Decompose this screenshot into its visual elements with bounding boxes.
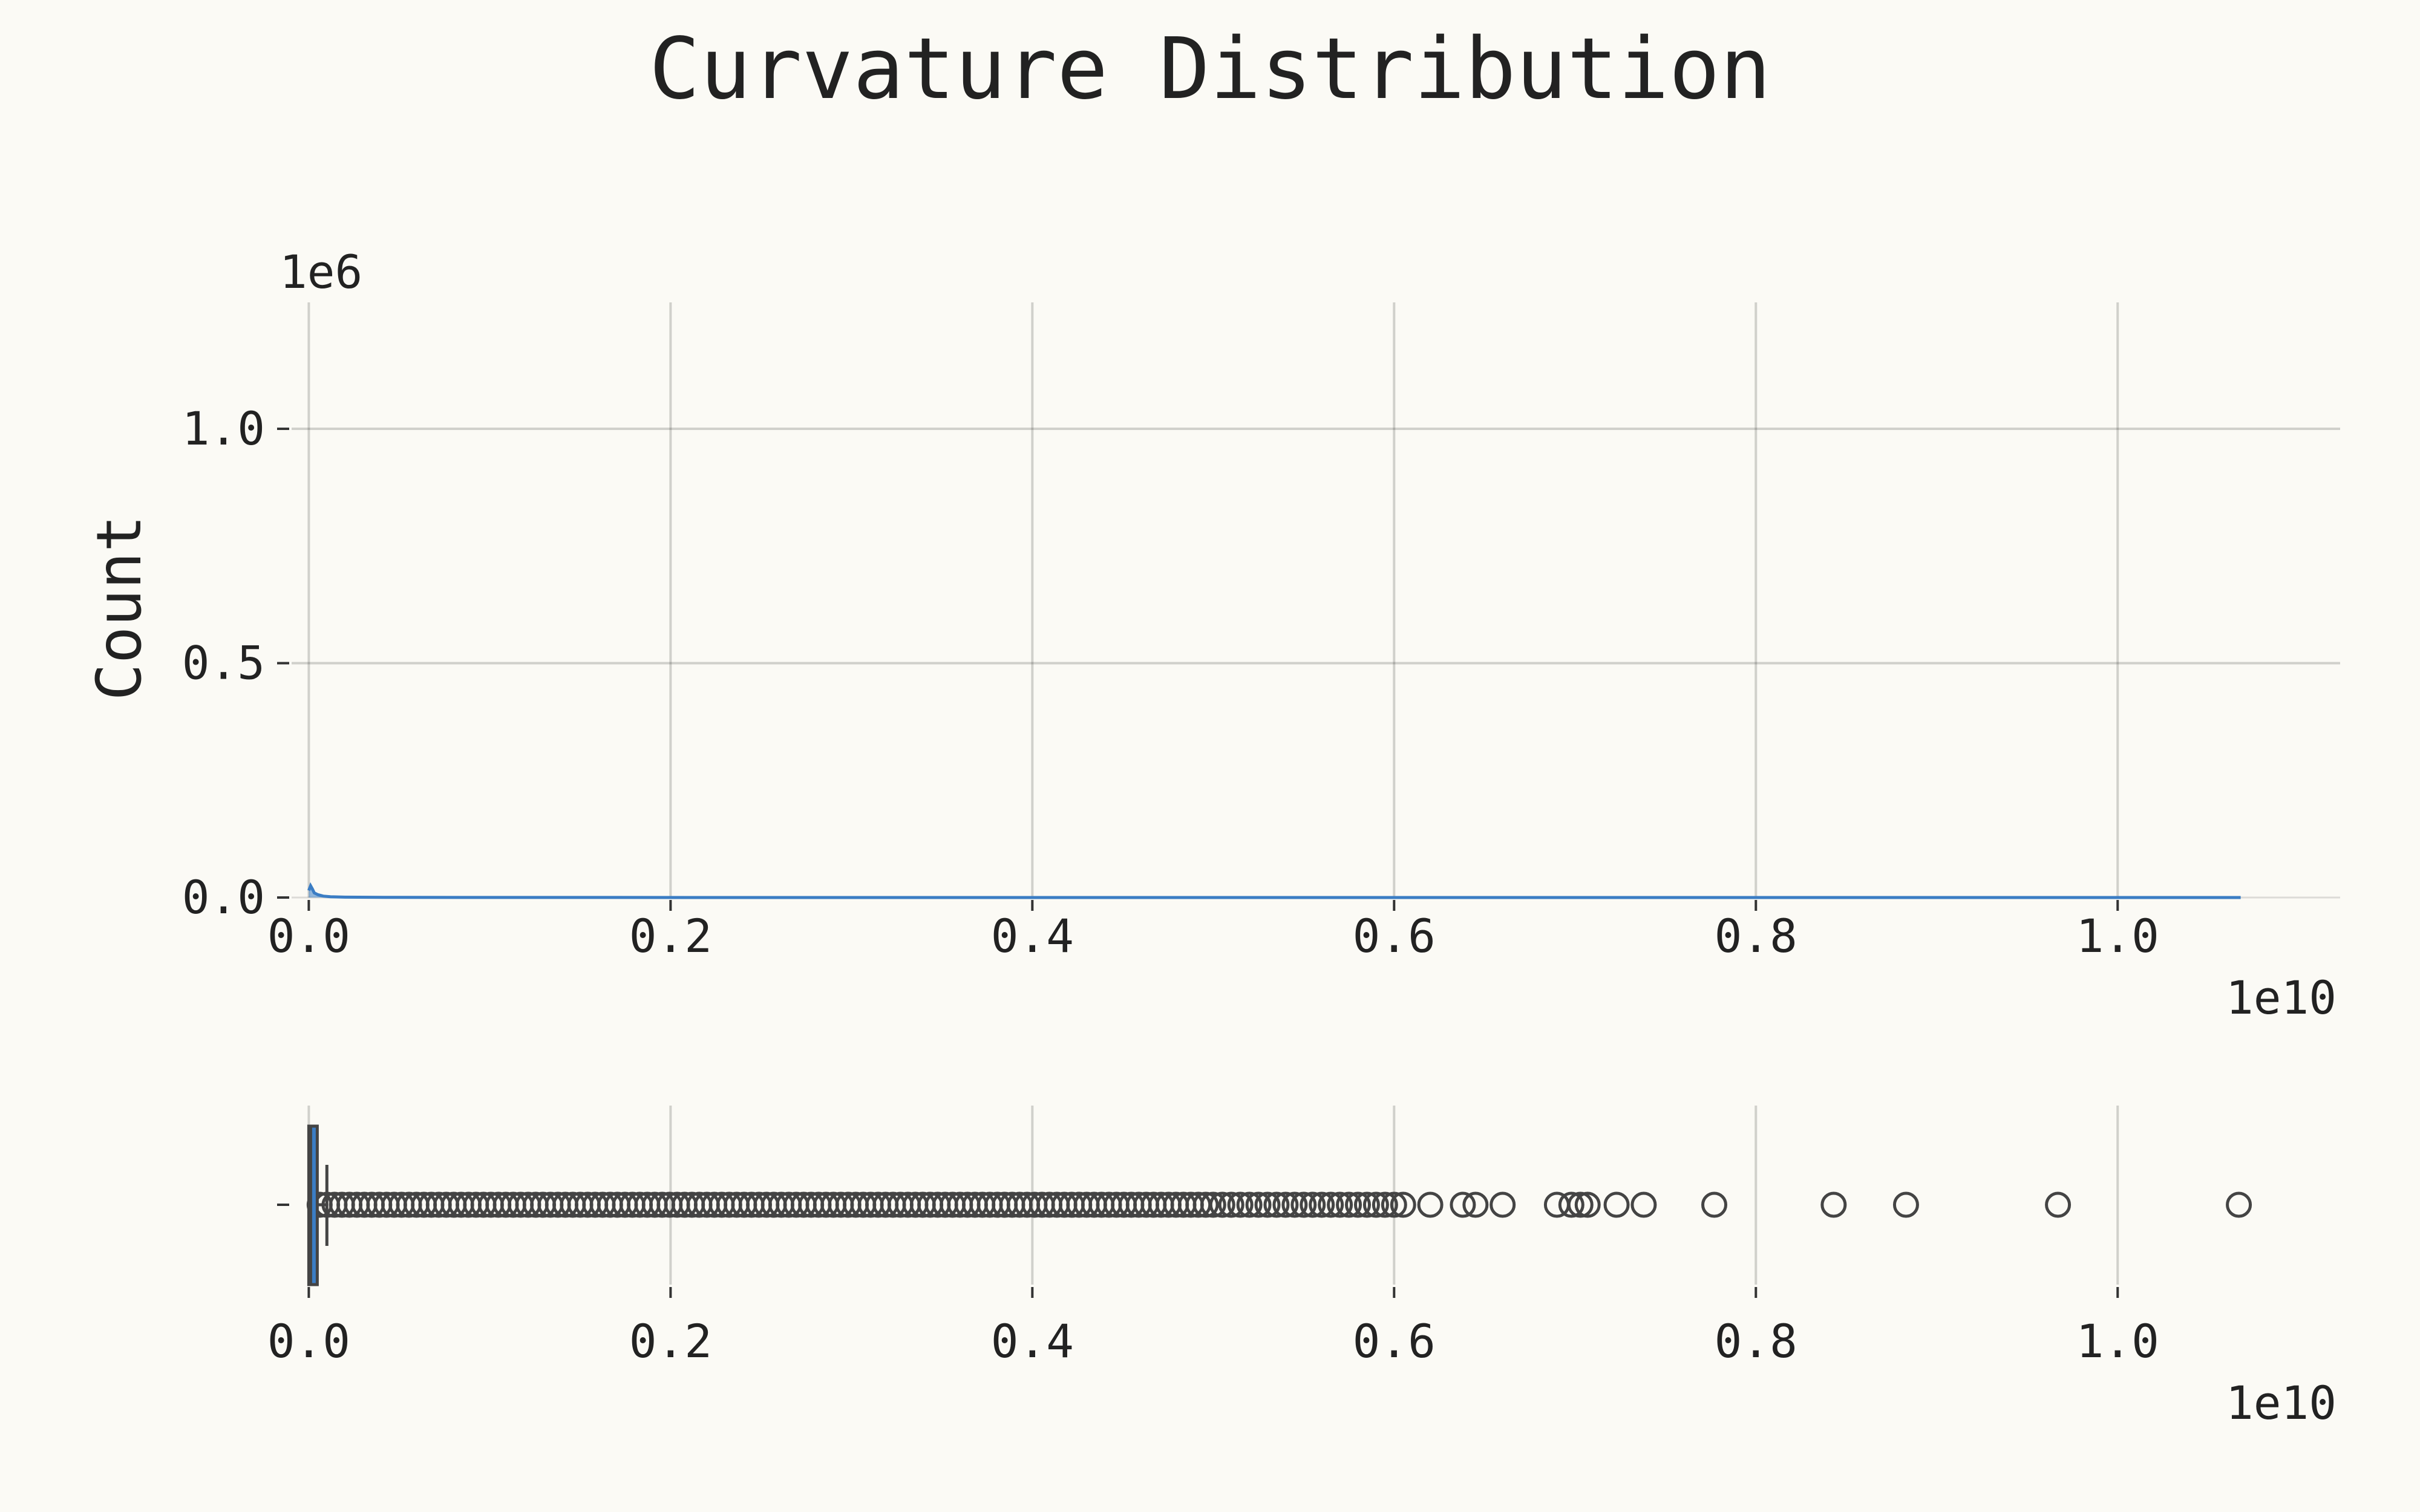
outlier-point xyxy=(1567,1191,1594,1218)
outlier-point xyxy=(1336,1191,1362,1218)
outlier-point xyxy=(1417,1191,1444,1218)
outlier-point xyxy=(1245,1191,1272,1218)
x-tick-label: 0.0 xyxy=(267,909,350,963)
outlier-point xyxy=(1603,1191,1630,1218)
x-tick-label: 0.2 xyxy=(629,909,712,963)
outlier-point xyxy=(1630,1191,1657,1218)
histogram-panel: 0.0 0.5 1.0 0.0 0.2 0.4 0.6 0.8 1.0 1e6 1e10 Co… xyxy=(83,245,2340,1025)
outlier-point xyxy=(1362,1191,1389,1218)
outlier-point xyxy=(1462,1191,1489,1218)
y-axis-label: Count xyxy=(83,515,155,700)
x-tick-label: 0.8 xyxy=(1715,1314,1797,1368)
x-tick-label: 0.8 xyxy=(1715,909,1797,963)
outlier-point xyxy=(1490,1191,1516,1218)
chart-title: Curvature Distribution xyxy=(649,20,1771,119)
y-tick-label: 0.0 xyxy=(182,870,265,924)
x-tick-label: 0.2 xyxy=(629,1314,712,1368)
outlier-point xyxy=(1209,1191,1235,1218)
x-tick-label: 1.0 xyxy=(2076,1314,2159,1368)
outlier-point xyxy=(1227,1191,1254,1218)
y-scale-label: 1e6 xyxy=(280,245,362,299)
outlier-points xyxy=(306,1191,2252,1218)
outlier-point xyxy=(1345,1191,1372,1218)
outlier-point xyxy=(1574,1191,1601,1218)
outlier-point xyxy=(1381,1191,1407,1218)
x-scale-label-top: 1e10 xyxy=(2226,971,2337,1025)
outlier-point xyxy=(1290,1191,1317,1218)
outlier-point xyxy=(1200,1191,1226,1218)
outlier-point xyxy=(1353,1191,1380,1218)
outlier-point xyxy=(1820,1191,1847,1218)
histogram-fill xyxy=(309,885,2241,898)
x-tick-label: 0.4 xyxy=(991,1314,1074,1368)
outlier-point xyxy=(1390,1191,1416,1218)
outlier-point xyxy=(1236,1191,1263,1218)
outlier-point xyxy=(1272,1191,1299,1218)
x-tick-label: 0.0 xyxy=(267,1314,350,1368)
boxplot-panel: 0.0 0.2 0.4 0.6 0.8 1.0 1e10 xyxy=(267,1106,2337,1430)
outlier-point xyxy=(1218,1191,1244,1218)
outlier-point xyxy=(1281,1191,1308,1218)
x-tick-label: 0.6 xyxy=(1353,909,1436,963)
outlier-point xyxy=(2045,1191,2072,1218)
outlier-point xyxy=(1318,1191,1344,1218)
y-tick-label: 1.0 xyxy=(182,402,265,455)
outlier-point xyxy=(1309,1191,1335,1218)
outlier-point xyxy=(1701,1191,1728,1218)
outlier-point xyxy=(1372,1191,1398,1218)
x-tick-label: 0.4 xyxy=(991,909,1074,963)
outlier-point xyxy=(1192,1191,1219,1218)
outlier-point xyxy=(1558,1191,1584,1218)
outlier-point xyxy=(1300,1191,1326,1218)
histogram-line xyxy=(307,882,2241,899)
outlier-point xyxy=(2226,1191,2252,1218)
x-tick-label: 1.0 xyxy=(2076,909,2159,963)
outlier-point xyxy=(1327,1191,1353,1218)
x-scale-label-bottom: 1e10 xyxy=(2226,1376,2337,1430)
outlier-point xyxy=(1892,1191,1919,1218)
outlier-point xyxy=(1450,1191,1476,1218)
x-tick-label: 0.6 xyxy=(1353,1314,1436,1368)
outlier-point xyxy=(1254,1191,1281,1218)
y-tick-label: 0.5 xyxy=(182,636,265,690)
outlier-point xyxy=(1263,1191,1290,1218)
